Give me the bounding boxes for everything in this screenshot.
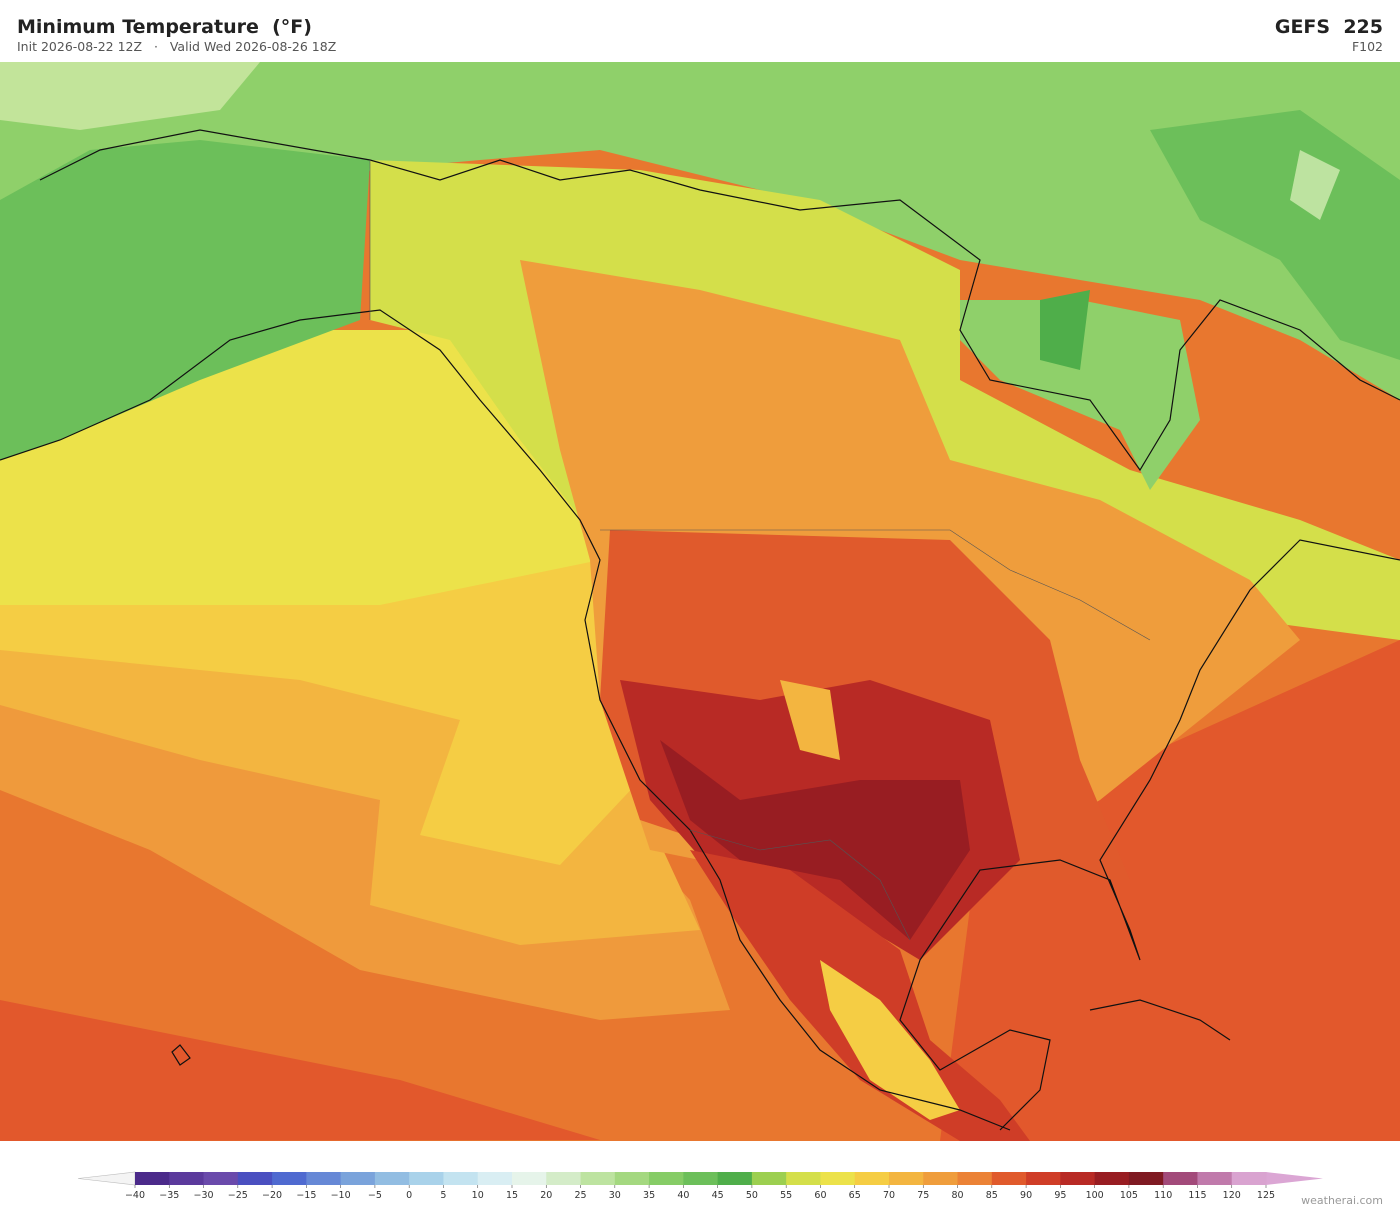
colorbar-segment: [546, 1172, 582, 1185]
colorbar-label: −15: [296, 1190, 316, 1201]
colorbar-segment: [683, 1172, 719, 1185]
colorbar-over: [1266, 1172, 1323, 1185]
border: [600, 529, 1151, 641]
colorbar-segment: [135, 1172, 170, 1185]
colorbar-segment: [1128, 1172, 1164, 1185]
colorbar-segment: [203, 1172, 239, 1185]
colorbar-segment: [409, 1172, 444, 1185]
colorbar-segment: [614, 1172, 650, 1185]
coastlines: [0, 129, 1400, 1131]
colorbar-segment: [957, 1172, 993, 1185]
colorbar-segment: [1231, 1172, 1267, 1185]
colorbar-label: 125: [1257, 1190, 1275, 1201]
colorbar-segment: [923, 1172, 959, 1185]
colorbar-label: −40: [125, 1190, 145, 1201]
colorbar-segment: [1163, 1172, 1198, 1185]
colorbar-segment: [854, 1172, 890, 1185]
map-subtitle: Init 2026-08-22 12Z · Valid Wed 2026-08-…: [17, 39, 337, 54]
coast-west: [0, 309, 1011, 1131]
colorbar-label: 70: [883, 1190, 895, 1201]
colorbar-segment: [889, 1172, 924, 1185]
colorbar-segment: [991, 1172, 1027, 1185]
colorbar-label: 65: [849, 1190, 861, 1201]
colorbar-label: 120: [1223, 1190, 1241, 1201]
colorbar-segment: [340, 1172, 376, 1185]
colorbar-label: 5: [440, 1190, 446, 1201]
colorbar-label: −20: [262, 1190, 282, 1201]
colorbar-label: −30: [194, 1190, 214, 1201]
colorbar-segment: [717, 1172, 753, 1185]
colorbar-label: 15: [506, 1190, 518, 1201]
colorbar-label: −25: [228, 1190, 248, 1201]
colorbar-label: 100: [1086, 1190, 1104, 1201]
colorbar-label: 115: [1188, 1190, 1206, 1201]
colorbar-segment: [786, 1172, 821, 1185]
colorbar-segment: [580, 1172, 616, 1185]
colorbar-segment: [306, 1172, 342, 1185]
colorbar-segment: [237, 1172, 273, 1185]
colorbar-segment: [374, 1172, 410, 1185]
cold-field: [1040, 290, 1090, 370]
colorbar-segment: [169, 1172, 205, 1185]
colorbar-label: 25: [574, 1190, 586, 1201]
watermark: weatherai.com: [1301, 1194, 1383, 1207]
border: [689, 829, 911, 941]
coast-north: [39, 129, 1400, 472]
colorbar-segment: [1197, 1172, 1233, 1185]
colorbar-segment: [512, 1172, 547, 1185]
colorbar: −40 −35 −30 −25 −20 −15 −10 −5 0 5 10 15 20 25 30 35 40 4…: [77, 1171, 1323, 1201]
colorbar-label: 40: [677, 1190, 689, 1201]
field-65: [0, 560, 640, 865]
colorbar-label: 80: [951, 1190, 963, 1201]
temperature-map: [0, 62, 1400, 1141]
field-85: [0, 1000, 600, 1141]
field-30: [0, 62, 260, 130]
colorbar-label: 55: [780, 1190, 792, 1201]
colorbar-label: 50: [746, 1190, 758, 1201]
field-85: [940, 640, 1400, 1141]
colorbar-label: 20: [540, 1190, 552, 1201]
hudson-field: [960, 300, 1200, 490]
colorbar-label: −5: [368, 1190, 382, 1201]
forecast-hour: F102: [1351, 39, 1383, 54]
colorbar-label: 75: [917, 1190, 929, 1201]
colorbar-label: 35: [643, 1190, 655, 1201]
colorbar-label: 85: [986, 1190, 998, 1201]
hawaii: [171, 1044, 191, 1066]
colorbar-segment: [1026, 1172, 1061, 1185]
colorbar-label: 60: [814, 1190, 826, 1201]
colorbar-segment: [649, 1172, 684, 1185]
colorbar-segment: [272, 1172, 307, 1185]
highland-field: [820, 960, 960, 1120]
ice-field: [1290, 150, 1340, 220]
colorbar-segment: [1060, 1172, 1096, 1185]
colorbar-label: 110: [1154, 1190, 1172, 1201]
colorbar-label: 90: [1020, 1190, 1032, 1201]
colorbar-under: [77, 1171, 136, 1186]
cuba: [1089, 999, 1231, 1041]
borders: [369, 160, 1151, 941]
colorbar-label: 95: [1054, 1190, 1066, 1201]
colorbar-segment: [443, 1172, 479, 1185]
colorbar-segment: [751, 1172, 787, 1185]
coast-east: [899, 539, 1400, 1131]
rockies-field: [780, 680, 840, 760]
colorbar-label: 10: [472, 1190, 484, 1201]
colorbar-label: 30: [609, 1190, 621, 1201]
alaska-field: [0, 140, 370, 460]
colorbar-label: 105: [1120, 1190, 1138, 1201]
map-title: Minimum Temperature (°F): [17, 16, 312, 38]
colorbar-label: −35: [159, 1190, 179, 1201]
colorbar-label: 45: [712, 1190, 724, 1201]
model-label: GEFS 225: [1274, 16, 1383, 38]
colorbar-label: −10: [331, 1190, 351, 1201]
field-40: [0, 62, 1400, 400]
colorbar-segment: [1094, 1172, 1130, 1185]
colorbar-segment: [477, 1172, 513, 1185]
colorbar-segment: [820, 1172, 856, 1185]
colorbar-label: 0: [406, 1190, 412, 1201]
hottest-field: [660, 740, 970, 940]
